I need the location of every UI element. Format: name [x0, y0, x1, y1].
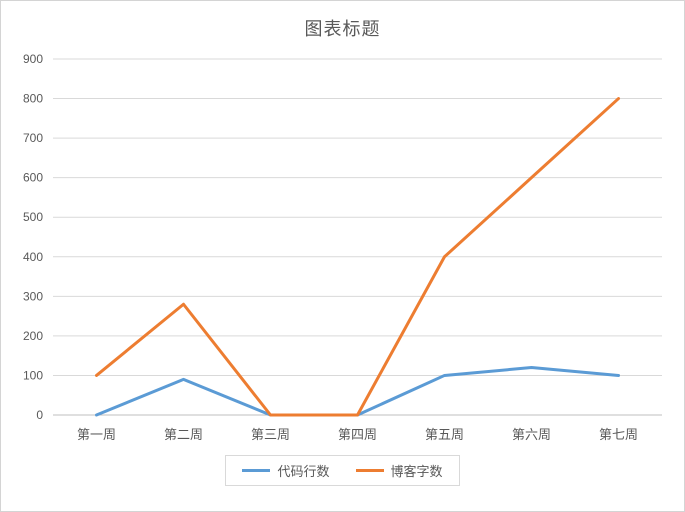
chart-legend: 代码行数 博客字数 [1, 455, 684, 505]
legend-label: 代码行数 [277, 464, 330, 479]
y-axis-tick-label: 200 [23, 329, 43, 343]
x-axis-tick-label: 第二周 [164, 427, 203, 442]
y-axis-tick-label: 800 [23, 92, 43, 106]
y-axis-tick-label: 600 [23, 171, 43, 185]
series-line-2[interactable] [95, 97, 620, 417]
y-axis-tick-label: 900 [23, 52, 43, 66]
y-axis-tick-label: 300 [23, 289, 43, 303]
y-axis-tick-label: 500 [23, 210, 43, 224]
line-chart-plot-area[interactable]: 0 100 200 300 400 500 600 700 800 900 第一周 第二周 第三周 第四周… [1, 47, 684, 455]
legend-line-swatch-icon [242, 469, 271, 472]
legend-item[interactable]: 博客字数 [355, 461, 443, 480]
y-axis-tick-label: 100 [23, 368, 43, 382]
legend-box[interactable]: 代码行数 博客字数 [225, 455, 460, 486]
chart-title: 图表标题 [304, 19, 381, 39]
x-axis-tick-label: 第五周 [425, 427, 464, 442]
x-axis-tick-label: 第四周 [338, 427, 377, 442]
x-axis-tick-label: 第六周 [512, 427, 551, 442]
x-axis-tick-label: 第七周 [599, 427, 638, 442]
y-axis-tick-label: 400 [23, 250, 43, 264]
y-axis-tick-label: 0 [36, 408, 43, 422]
legend-label: 博客字数 [390, 464, 443, 479]
legend-item[interactable]: 代码行数 [242, 461, 330, 480]
x-axis-tick-label: 第三周 [251, 427, 290, 442]
series-line-1[interactable] [95, 366, 620, 417]
y-axis-tick-label: 700 [23, 131, 43, 145]
x-axis-tick-label: 第一周 [77, 427, 116, 442]
legend-line-swatch-icon [355, 469, 384, 472]
